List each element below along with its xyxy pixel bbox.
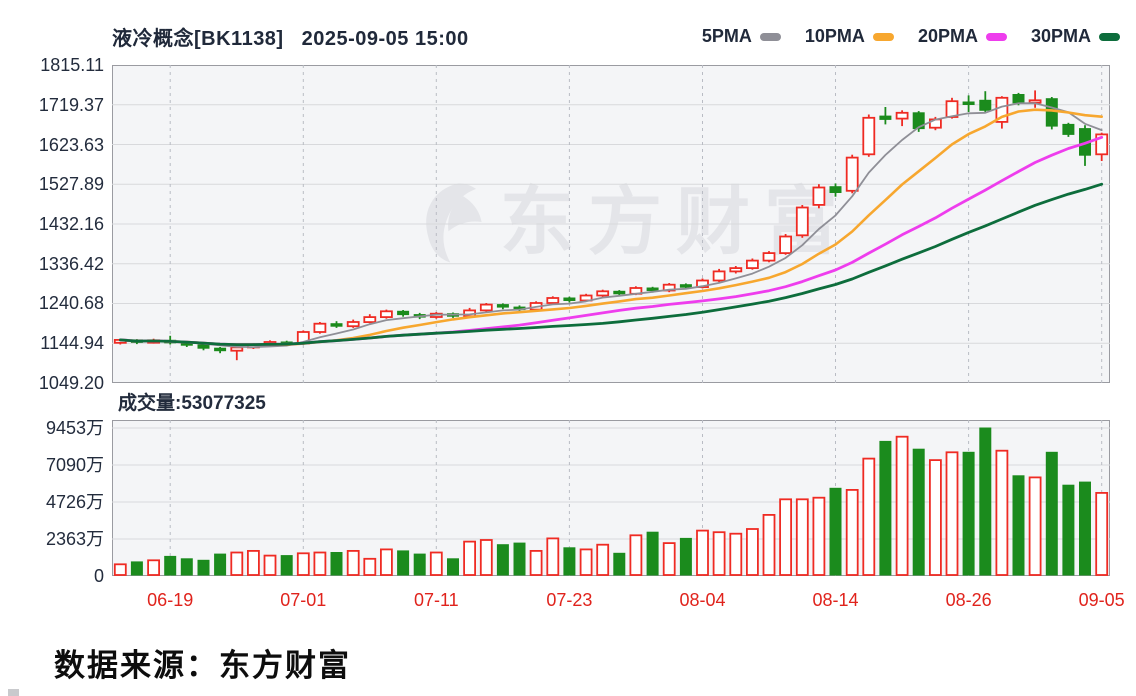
price-tick-label: 1527.89 [38,174,104,195]
legend-label: 10PMA [804,26,865,46]
legend-item-10pma: 10PMA [805,26,894,47]
quote-datetime: 2025-09-05 15:00 [301,28,469,50]
date-tick-label: 06-19 [147,590,194,610]
main-candlestick-chart[interactable] [112,65,1110,383]
date-tick-label: 08-14 [812,590,859,610]
price-tick-label: 1815.11 [40,55,104,75]
date-tick-label: 07-11 [413,590,459,610]
legend-swatch [872,32,894,41]
legend-item-5pma: 5PMA [702,26,781,47]
legend-item-20pma: 20PMA [918,26,1007,47]
price-tick-label: 1049.20 [38,373,104,393]
index-name: 液冷概念[BK1138] [112,28,284,50]
price-tick-label: 1719.37 [38,94,104,115]
volume-tick-label: 9453万 [45,418,104,438]
legend-swatch [759,32,781,41]
price-tick-label: 1336.42 [38,253,104,274]
date-tick-label: 09-05 [1078,590,1125,610]
volume-panel [112,420,1110,576]
volume-label: 成交量: [118,393,182,414]
price-tick-label: 1623.63 [38,134,104,155]
chart-title: 液冷概念[BK1138] 2025-09-05 15:00 [112,22,469,51]
legend-label: 30PMA [1030,26,1091,46]
volume-bar-chart[interactable] [112,420,1110,576]
legend-label: 5PMA [701,26,752,46]
date-tick-label: 08-26 [945,590,992,610]
volume-header: 成交量:53077325 [118,388,266,415]
legend-item-30pma: 30PMA [1031,26,1120,47]
date-tick-label: 07-01 [280,590,327,610]
date-tick-label: 08-04 [679,590,726,610]
legend-swatch [985,32,1007,41]
price-tick-label: 1240.68 [38,293,104,314]
price-tick-label: 1144.94 [40,333,104,354]
ma-legend: 5PMA 10PMA 20PMA 30PMA [702,26,1120,47]
price-tick-label: 1432.16 [38,213,104,234]
eastmoney-logo-icon [426,183,482,263]
data-source-note: 数据来源：东方财富 [54,648,351,683]
volume-tick-label: 2363万 [45,529,104,549]
volume-tick-label: 0 [93,566,104,586]
volume-tick-label: 7090万 [45,454,104,475]
volume-tick-label: 4726万 [45,492,104,512]
legend-label: 20PMA [917,26,978,46]
legend-swatch [1099,32,1120,41]
date-tick-label: 07-23 [546,590,593,610]
volume-value: 53077325 [181,393,266,414]
corner-sliver [8,689,19,696]
